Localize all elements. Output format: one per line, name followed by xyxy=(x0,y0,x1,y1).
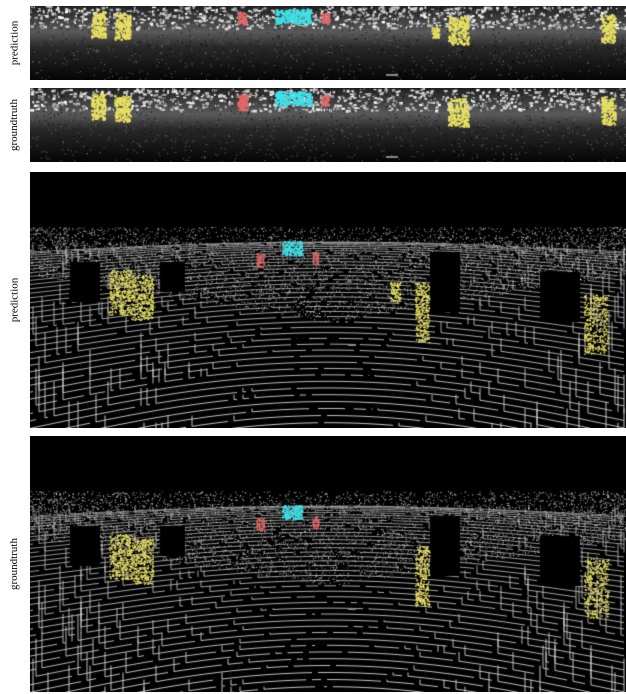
row-label-range-prediction: prediction xyxy=(0,6,28,80)
row-label-text: groundtruth xyxy=(8,538,21,590)
range-view-prediction xyxy=(30,6,626,80)
row-label-perspective-prediction: prediction xyxy=(0,172,28,428)
perspective-view-groundtruth xyxy=(30,436,626,692)
range-view-prediction-canvas xyxy=(30,6,626,80)
row-label-text: groundtruth xyxy=(8,99,21,151)
range-view-groundtruth xyxy=(30,88,626,162)
row-label-perspective-groundtruth: groundtruth xyxy=(0,436,28,692)
row-label-text: prediction xyxy=(8,20,21,66)
perspective-view-prediction xyxy=(30,172,626,428)
perspective-view-prediction-canvas xyxy=(30,172,626,428)
row-label-text: prediction xyxy=(8,277,21,323)
row-label-range-groundtruth: groundtruth xyxy=(0,88,28,162)
perspective-view-groundtruth-canvas xyxy=(30,436,626,692)
range-view-groundtruth-canvas xyxy=(30,88,626,162)
